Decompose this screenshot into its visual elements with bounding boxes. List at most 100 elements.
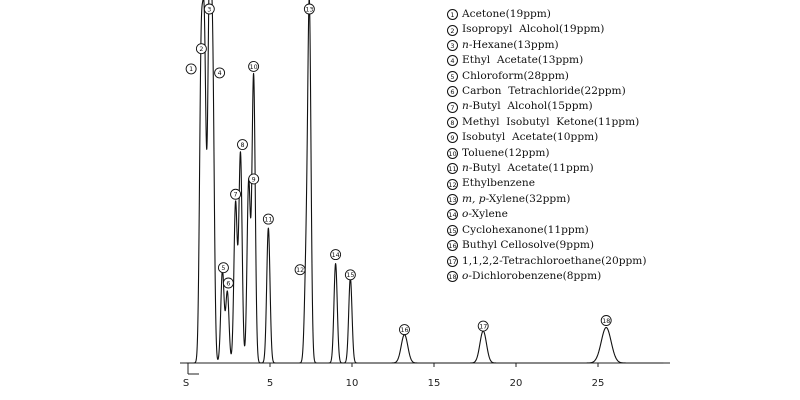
peak-marker-number: 10	[250, 64, 258, 71]
peak-marker-number: 12	[296, 267, 304, 274]
peak-marker-ring	[303, 3, 315, 15]
legend-text: Isobutyl Acetate(10ppm)	[462, 131, 599, 144]
peak-marker-number: 1	[189, 66, 193, 73]
peak-marker-3: 3	[203, 3, 215, 15]
x-tick-label: 20	[510, 378, 523, 389]
legend-item: 5 Chloroform(28ppm)	[447, 69, 647, 84]
legend-text: Acetone(19ppm)	[462, 8, 551, 20]
legend-text: Methyl Isobutyl Ketone(11ppm)	[462, 115, 640, 128]
legend-marker: 4	[447, 55, 458, 67]
legend-item: 15 Cyclohexanone(11ppm)	[447, 223, 647, 238]
peak-marker-4: 4	[214, 67, 226, 79]
peak-marker-8: 8	[237, 139, 248, 151]
legend-item: 13 m, p -Xylene(32ppm)	[447, 192, 647, 207]
legend-marker: 11	[447, 163, 458, 175]
chromatogram-trace	[185, 0, 664, 364]
peak-marker-number: 8	[240, 142, 244, 149]
peak-marker-ring	[477, 320, 489, 332]
peak-marker-2: 2	[195, 43, 207, 55]
peak-marker-18: 18	[600, 315, 612, 326]
peak-marker-ring	[237, 139, 248, 151]
legend-text: Isopropyl Alcohol(19ppm)	[462, 23, 605, 36]
peak-marker-13: 13	[303, 3, 315, 15]
peak-marker-ring	[248, 173, 260, 185]
peak-marker-ring	[262, 213, 274, 225]
legend-marker: 13	[447, 194, 458, 206]
peak-marker-ring	[230, 188, 242, 200]
legend-text: Ethylbenzene	[462, 177, 536, 190]
legend-item: 6 Carbon Tetrachloride(22ppm)	[447, 84, 647, 99]
peak-marker-17: 17	[477, 320, 489, 332]
peak-marker-10: 10	[248, 60, 260, 72]
legend-marker: 14	[447, 209, 458, 221]
legend-item: 9 Isobutyl Acetate(10ppm)	[447, 130, 647, 145]
legend: 1 Acetone(19ppm) 2 Isopropyl Alcohol(19ppm)…	[447, 7, 647, 284]
peak-marker-12: 12	[294, 264, 306, 276]
legend-italic-prefix: n	[462, 162, 469, 175]
peak-marker-ring	[203, 3, 215, 15]
peak-marker-ring	[185, 63, 197, 75]
peak-marker-number: 16	[400, 327, 408, 334]
legend-item: 7 n -Butyl Alcohol(15ppm)	[447, 99, 647, 114]
legend-text: Carbon Tetrachloride(22ppm)	[462, 85, 626, 98]
legend-text: Toluene(12ppm)	[462, 146, 550, 159]
peak-marker-ring	[217, 262, 229, 274]
legend-marker: 18	[447, 271, 458, 283]
legend-marker: 2	[447, 24, 458, 36]
legend-item: 1 Acetone(19ppm)	[447, 7, 647, 22]
legend-item: 16 Buthyl Cellosolve(9ppm)	[447, 238, 647, 253]
peak-marker-1: 1	[185, 63, 197, 75]
peak-marker-ring	[600, 315, 612, 326]
legend-italic-prefix: n	[462, 100, 469, 113]
legend-marker: 12	[447, 178, 458, 190]
legend-text: -Xylene	[468, 208, 508, 221]
peak-marker-number: 11	[264, 216, 272, 223]
legend-text: -Dichlorobenzene(8ppm)	[468, 269, 602, 282]
legend-text: Buthyl Cellosolve(9ppm)	[462, 239, 595, 252]
peak-marker-ring	[294, 264, 306, 276]
peak-marker-16: 16	[399, 324, 410, 336]
peak-marker-6: 6	[222, 277, 234, 289]
peak-marker-ring	[222, 277, 234, 289]
legend-text: Cyclohexanone(11ppm)	[462, 223, 589, 236]
legend-marker: 1	[447, 9, 458, 21]
legend-item: 11 n -Butyl Acetate(11ppm)	[447, 161, 647, 176]
peak-marker-ring	[214, 67, 226, 79]
legend-text: Chloroform(28ppm)	[462, 69, 569, 82]
peak-marker-number: 7	[234, 192, 238, 199]
legend-marker: 17	[447, 255, 458, 267]
legend-text: -Butyl Acetate(11ppm)	[468, 162, 594, 175]
legend-marker: 16	[447, 240, 458, 252]
x-tick-label: 15	[428, 378, 441, 389]
legend-text: -Xylene(32ppm)	[485, 192, 571, 205]
legend-item: 3 n -Hexane(13ppm)	[447, 38, 647, 53]
legend-text: Ethyl Acetate(13ppm)	[462, 54, 584, 67]
peak-marker-number: 9	[252, 176, 256, 183]
legend-text: -Butyl Alcohol(15ppm)	[468, 100, 593, 113]
peak-marker-number: 5	[221, 265, 225, 272]
legend-marker: 8	[447, 117, 458, 129]
legend-marker: 10	[447, 147, 458, 159]
legend-item: 17 1,1,2,2-Tetrachloroethane(20ppm)	[447, 254, 647, 269]
legend-italic-prefix: m, p	[462, 192, 486, 205]
legend-italic-prefix: n	[462, 38, 469, 51]
legend-item: 10 Toluene(12ppm)	[447, 146, 647, 161]
legend-marker: 3	[447, 40, 458, 52]
legend-marker: 7	[447, 101, 458, 113]
peak-marker-number: 13	[305, 6, 313, 13]
peak-marker-5: 5	[217, 262, 229, 274]
peak-marker-ring	[248, 60, 260, 72]
peak-marker-number: 15	[346, 272, 354, 279]
peak-marker-ring	[399, 324, 410, 336]
peak-marker-number: 2	[199, 46, 203, 53]
legend-marker: 5	[447, 70, 458, 82]
legend-item: 4 Ethyl Acetate(13ppm)	[447, 53, 647, 68]
legend-marker: 9	[447, 132, 458, 144]
x-axis: S 5 10 15 20 25	[180, 362, 670, 389]
trace-group	[185, 0, 664, 364]
legend-italic-prefix: o	[462, 269, 469, 282]
legend-marker: 15	[447, 224, 458, 236]
peak-marker-number: 6	[226, 280, 230, 287]
x-tick-label: 10	[346, 378, 359, 389]
